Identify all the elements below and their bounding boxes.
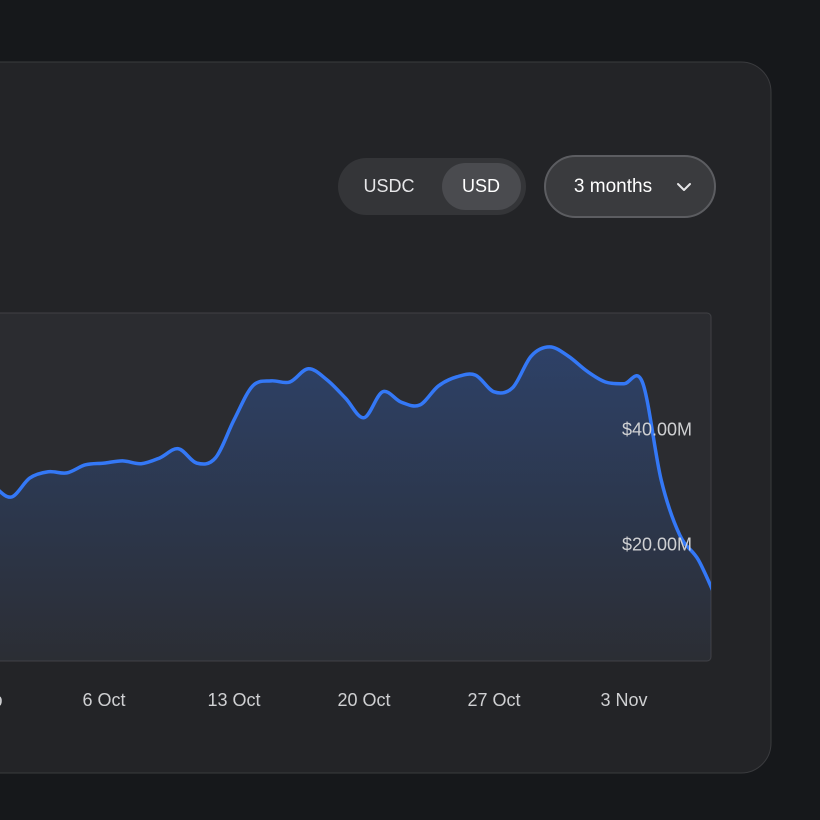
x-tick-label: 27 Oct <box>467 690 520 710</box>
toggle-selected <box>442 163 521 210</box>
x-tick-label: 20 Oct <box>337 690 390 710</box>
line <box>0 345 711 602</box>
range-dropdown[interactable] <box>544 155 716 218</box>
plot <box>0 345 711 661</box>
axis-labels: $20.00M $40.00M 29 Sep 6 Oct 13 Oct 20 Oct 27 … <box>0 420 692 710</box>
toggle-option[interactable]: USDC <box>363 176 414 196</box>
range-label[interactable]: 3 months <box>574 176 652 197</box>
y-tick-label: $20.00M <box>622 535 692 555</box>
x-tick-label: 6 Oct <box>82 690 125 710</box>
toggle-option[interactable]: USD <box>462 176 500 196</box>
x-tick-label: 29 Sep <box>0 690 3 710</box>
x-tick-label: 13 Oct <box>207 690 260 710</box>
area-fill <box>0 346 711 661</box>
x-tick-label: 3 Nov <box>600 690 647 710</box>
y-tick-label: $40.00M <box>622 420 692 440</box>
chevron-icon <box>677 183 691 191</box>
